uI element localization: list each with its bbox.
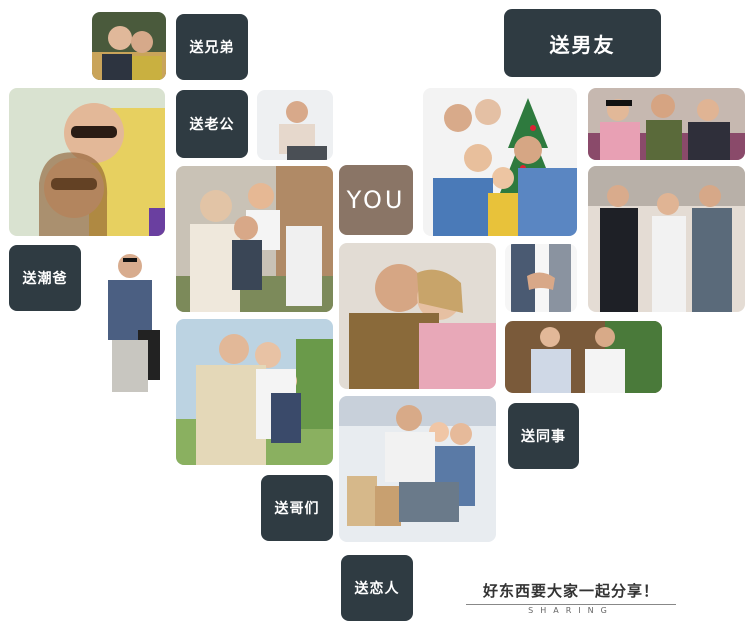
- send-dad-label: 送潮爸: [9, 245, 81, 311]
- slogan-text: 好东西要大家一起分享！: [482, 582, 659, 600]
- slogan-divider: [466, 604, 676, 605]
- photo-older-couple: [339, 243, 496, 389]
- footer-slogan-block: 好东西要大家一起分享！ SHARING: [466, 580, 676, 615]
- photo-man-shirt: [92, 244, 168, 392]
- photo-friends-sofa: [588, 88, 745, 160]
- photo-couple-sunglasses: [9, 88, 165, 236]
- photo-family-shopping: [339, 396, 496, 542]
- photo-man-laptop: [257, 90, 333, 160]
- photo-grandpa-child: [176, 166, 333, 312]
- send-buddies-label: 送哥们: [261, 475, 333, 541]
- send-lover-label: 送恋人: [341, 555, 413, 621]
- sharing-text: SHARING: [528, 606, 614, 615]
- send-boyfriend-label: 送男友: [504, 9, 661, 77]
- photo-two-men: [505, 321, 662, 393]
- photo-family-outdoor: [176, 319, 333, 465]
- photo-hands: [505, 244, 577, 312]
- you-center-badge: YOU: [339, 165, 413, 235]
- photo-men-suits: [588, 166, 745, 312]
- send-colleague-label: 送同事: [508, 403, 579, 469]
- send-brother-label: 送兄弟: [176, 14, 248, 80]
- photo-couple-small: [92, 12, 166, 80]
- send-husband-label: 送老公: [176, 90, 248, 158]
- photo-family-christmas: [423, 88, 577, 236]
